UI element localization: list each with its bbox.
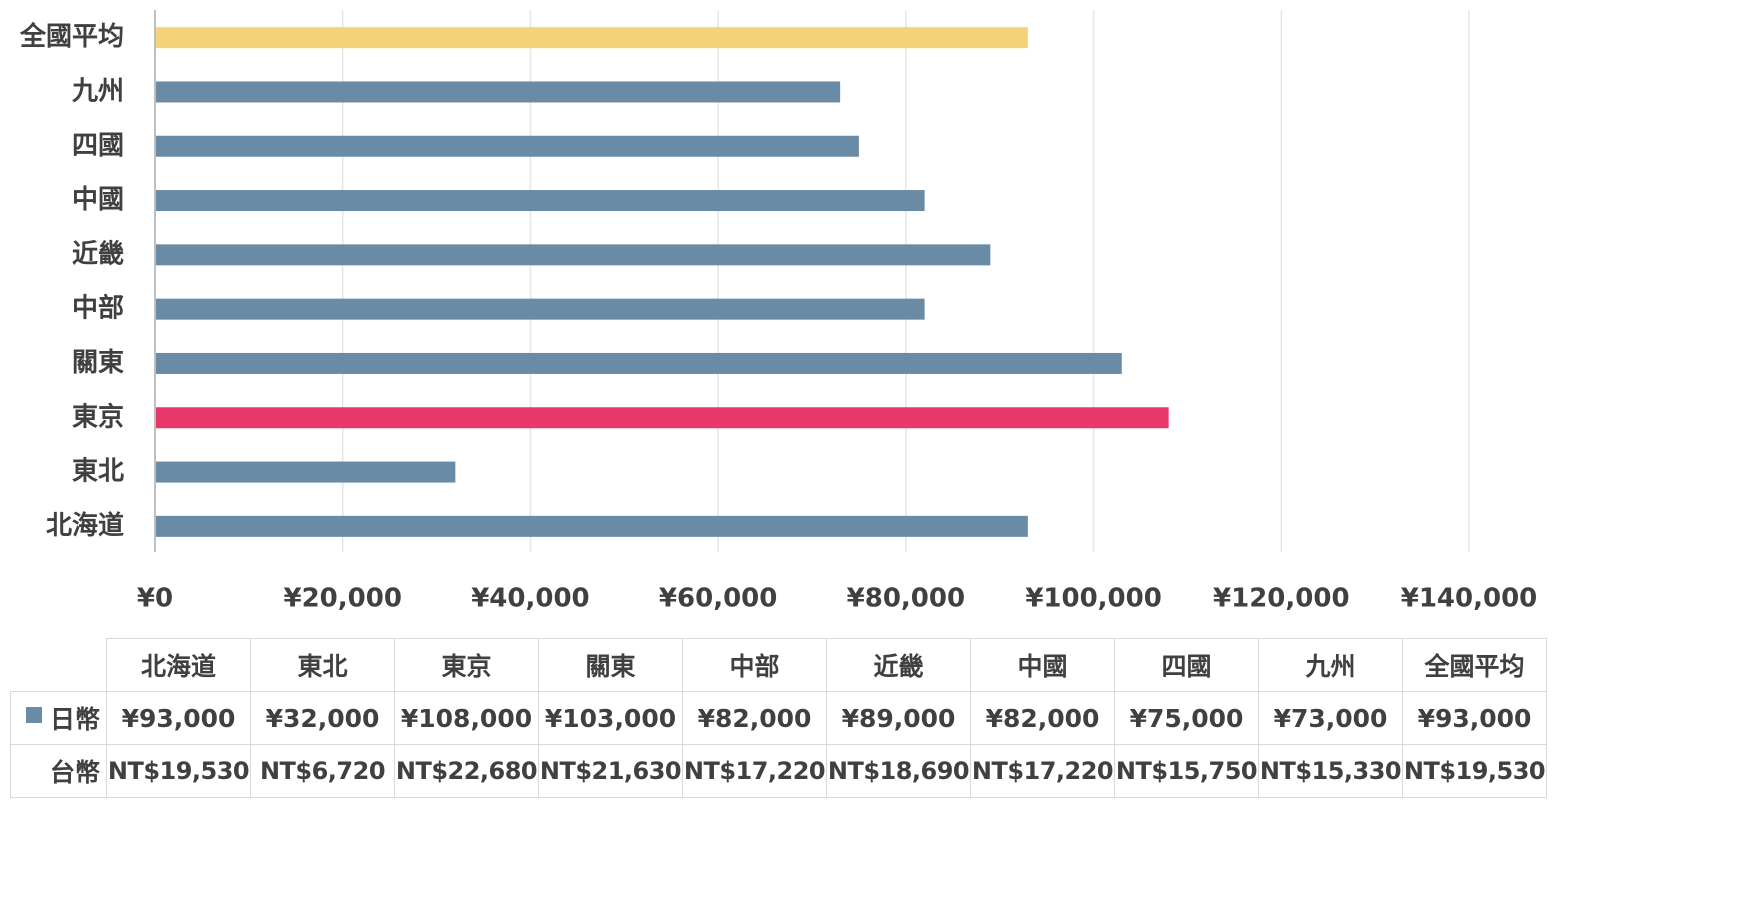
table-cell-jpy: ¥103,000: [538, 691, 683, 745]
table-row-label-twd: 台幣: [10, 744, 107, 798]
bar: [155, 461, 456, 483]
table-header-hokkaido: 北海道: [106, 638, 251, 692]
x-tick-label: ¥80,000: [847, 584, 965, 614]
category-label: 全國平均: [19, 21, 124, 52]
table-header-tokyo: 東京: [394, 638, 539, 692]
bar: [155, 190, 925, 212]
category-label: 東京: [72, 401, 124, 432]
category-label: 近畿: [72, 239, 124, 269]
table-cell-twd: NT$17,220: [682, 744, 827, 798]
bar: [155, 352, 1122, 374]
table-row-label-jpy: 日幣: [10, 691, 107, 745]
table-cell-jpy: ¥89,000: [826, 691, 971, 745]
table-header-tohoku: 東北: [250, 638, 395, 692]
table-cell-jpy: ¥32,000: [250, 691, 395, 745]
x-tick-label: ¥100,000: [1025, 584, 1162, 614]
x-tick-label: ¥120,000: [1213, 584, 1350, 614]
table-cell-jpy: ¥93,000: [106, 691, 251, 745]
table-cell-jpy: ¥75,000: [1114, 691, 1259, 745]
table-cell-jpy: ¥82,000: [970, 691, 1115, 745]
legend-label-jpy: 日幣: [49, 705, 100, 734]
table-row-jpy: 日幣 ¥93,000 ¥32,000 ¥108,000 ¥103,000 ¥82…: [10, 691, 1547, 745]
table-cell-jpy: ¥73,000: [1258, 691, 1403, 745]
data-table: 北海道 東北 東京 關東 中部 近畿 中國 四國 九州 全國平均 日幣 ¥93,…: [10, 638, 1547, 798]
bar-chart: 北海道 東北 東京 關東 中部 近畿 中國 四國 九州 全國平均 ¥0 ¥20,000 ¥40,000 ¥…: [19, 10, 1538, 614]
category-label: 北海道: [46, 510, 124, 541]
table-cell-twd: NT$6,720: [250, 744, 395, 798]
bar: [155, 515, 1028, 537]
bar: [155, 27, 1028, 49]
table-header-kyushu: 九州: [1258, 638, 1403, 692]
table-cell-twd: NT$22,680: [394, 744, 539, 798]
x-tick-label: ¥60,000: [659, 584, 777, 614]
legend-key-jpy: [25, 707, 42, 723]
table-header-national-average: 全國平均: [1402, 638, 1547, 692]
table-cell-twd: NT$18,690: [826, 744, 971, 798]
table-cell-twd: NT$15,750: [1114, 744, 1259, 798]
x-tick-label: ¥20,000: [284, 584, 402, 614]
category-label: 中國: [72, 185, 124, 215]
x-tick-label: ¥0: [137, 584, 173, 614]
category-label: 九州: [71, 76, 124, 106]
table-cell-twd: NT$15,330: [1258, 744, 1403, 798]
table-cell-jpy: ¥82,000: [682, 691, 827, 745]
table-cell-jpy: ¥108,000: [394, 691, 539, 745]
x-tick-label: ¥40,000: [471, 584, 589, 614]
category-label: 關東: [72, 348, 124, 378]
category-label: 東北: [72, 457, 124, 487]
category-label: 中部: [72, 294, 124, 324]
table-corner-cell: [10, 638, 107, 692]
bar: [155, 244, 991, 266]
table-cell-twd: NT$21,630: [538, 744, 683, 798]
table-header-chugoku: 中國: [970, 638, 1115, 692]
table-header-row: 北海道 東北 東京 關東 中部 近畿 中國 四國 九州 全國平均: [10, 638, 1547, 692]
x-tick-label: ¥140,000: [1401, 584, 1538, 614]
table-cell-twd: NT$19,530: [106, 744, 251, 798]
bar: [155, 298, 925, 320]
bar: [155, 81, 841, 103]
bar: [155, 407, 1169, 429]
table-cell-jpy: ¥93,000: [1402, 691, 1547, 745]
table-row-twd: 台幣 NT$19,530 NT$6,720 NT$22,680 NT$21,63…: [10, 744, 1547, 798]
category-label: 四國: [72, 131, 124, 161]
table-header-chubu: 中部: [682, 638, 827, 692]
table-cell-twd: NT$17,220: [970, 744, 1115, 798]
table-header-kinki: 近畿: [826, 638, 971, 692]
bar: [155, 135, 859, 157]
table-cell-twd: NT$19,530: [1402, 744, 1547, 798]
table-header-kanto: 關東: [538, 638, 683, 692]
table-header-shikoku: 四國: [1114, 638, 1259, 692]
